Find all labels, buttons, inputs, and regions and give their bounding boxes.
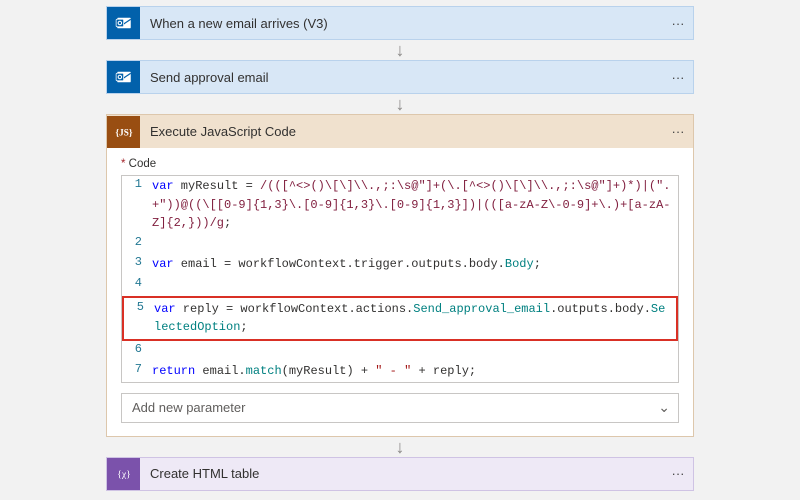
code-line-7: 7 return email.match(myResult) + " - " +…: [122, 361, 678, 382]
arrow-icon: ↓: [0, 94, 800, 114]
add-parameter-dropdown[interactable]: Add new parameter ⌄: [121, 393, 679, 423]
add-parameter-label: Add new parameter: [132, 400, 245, 415]
code-line-1: 1 var myResult = /(([^<>()\[\]\\.,;:\s@"…: [122, 176, 678, 234]
execute-js-step[interactable]: {JS} Execute JavaScript Code ···: [106, 114, 694, 148]
code-label: Code: [107, 148, 693, 175]
code-line-2: 2: [122, 234, 678, 255]
code-editor[interactable]: 1 var myResult = /(([^<>()\[\]\\.,;:\s@"…: [121, 175, 679, 383]
more-icon[interactable]: ···: [663, 16, 693, 31]
more-icon[interactable]: ···: [663, 124, 693, 139]
chevron-down-icon: ⌄: [658, 399, 670, 416]
step-title: Send approval email: [140, 70, 663, 85]
trigger-email-step[interactable]: When a new email arrives (V3) ···: [106, 6, 694, 40]
create-html-table-step[interactable]: {χ} Create HTML table ···: [106, 457, 694, 491]
step-title: When a new email arrives (V3): [140, 16, 663, 31]
svg-text:{JS}: {JS}: [115, 127, 132, 137]
outlook-icon: [107, 7, 140, 39]
js-icon: {JS}: [107, 116, 140, 148]
svg-text:{χ}: {χ}: [117, 469, 131, 480]
code-line-4: 4: [122, 275, 678, 296]
code-line-3: 3 var email = workflowContext.trigger.ou…: [122, 254, 678, 275]
outlook-icon: [107, 61, 140, 93]
js-card-body: Code 1 var myResult = /(([^<>()\[\]\\.,;…: [106, 148, 694, 437]
code-line-5-highlighted: 5 var reply = workflowContext.actions.Se…: [122, 296, 678, 341]
flow-canvas: When a new email arrives (V3) ··· ↓ Send…: [0, 0, 800, 491]
send-approval-step[interactable]: Send approval email ···: [106, 60, 694, 94]
step-title: Execute JavaScript Code: [140, 124, 663, 139]
data-ops-icon: {χ}: [107, 458, 140, 490]
arrow-icon: ↓: [0, 437, 800, 457]
arrow-icon: ↓: [0, 40, 800, 60]
more-icon[interactable]: ···: [663, 70, 693, 85]
code-line-6: 6: [122, 341, 678, 362]
more-icon[interactable]: ···: [663, 466, 693, 481]
step-title: Create HTML table: [140, 466, 663, 481]
